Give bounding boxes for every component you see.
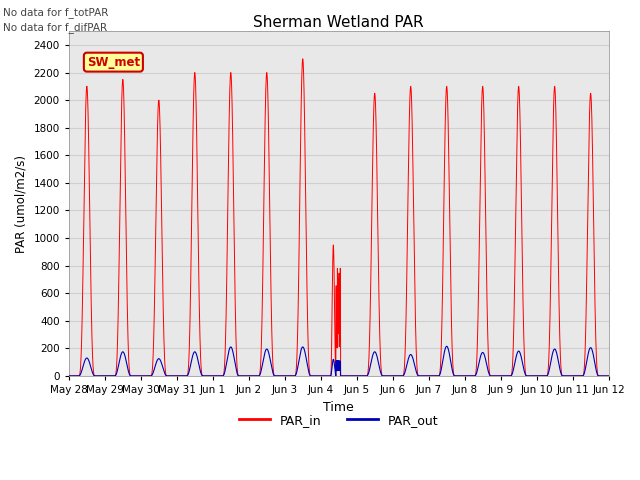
Text: SW_met: SW_met (87, 56, 140, 69)
Title: Sherman Wetland PAR: Sherman Wetland PAR (253, 15, 424, 30)
Y-axis label: PAR (umol/m2/s): PAR (umol/m2/s) (15, 155, 28, 252)
Text: No data for f_totPAR: No data for f_totPAR (3, 7, 109, 18)
Legend: PAR_in, PAR_out: PAR_in, PAR_out (234, 409, 444, 432)
Text: No data for f_difPAR: No data for f_difPAR (3, 22, 108, 33)
X-axis label: Time: Time (323, 400, 354, 413)
